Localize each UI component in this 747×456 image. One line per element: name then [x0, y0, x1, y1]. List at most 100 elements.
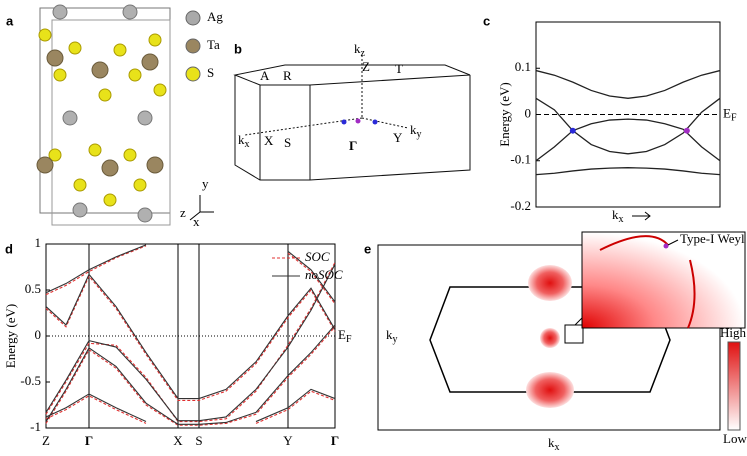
axis-letter: z [180, 205, 186, 220]
x-tick-label: Γ [85, 433, 93, 448]
arrow [632, 211, 651, 221]
weyl-point [663, 243, 669, 249]
y-axis-label: Energy (eV) [497, 82, 512, 146]
band [535, 167, 721, 176]
atom [122, 4, 138, 20]
colorbar [727, 341, 741, 431]
k-point: X [264, 133, 274, 148]
k-point: Γ [349, 138, 357, 153]
legend-label: S [207, 65, 214, 80]
panel-label: a [6, 13, 14, 28]
fermi-label-sub: F [731, 113, 737, 124]
atom [146, 156, 164, 174]
k-point: R [283, 68, 292, 83]
k-point: A [260, 68, 270, 83]
y-axis-label-sub: y [393, 334, 398, 345]
legend-label: noSOC [305, 267, 343, 282]
pocket [526, 372, 574, 408]
legend-swatch [185, 66, 201, 82]
atom [68, 41, 82, 55]
band [45, 324, 336, 425]
band [45, 388, 336, 423]
axis-label: ky [410, 122, 422, 140]
atom [148, 33, 162, 47]
legend-swatch [185, 10, 201, 26]
x-tick-label: Y [283, 433, 293, 448]
band [535, 97, 721, 155]
axes-icon [189, 195, 214, 221]
y-tick-label: 0 [35, 327, 42, 342]
axis-letter: x [193, 214, 200, 229]
x-tick-label: X [173, 433, 183, 448]
atom [123, 148, 137, 162]
atom [36, 156, 54, 174]
colorbar-label: Low [723, 431, 747, 446]
zoom-box [564, 324, 584, 344]
band [45, 273, 336, 400]
weyl-point [355, 118, 361, 124]
fermi-label-base: E [338, 327, 346, 342]
atom [53, 68, 67, 82]
band [45, 245, 336, 305]
atom [88, 143, 102, 157]
y-tick-label: -1 [30, 419, 41, 434]
surface-states [377, 231, 746, 431]
band [45, 244, 336, 303]
weyl-point [372, 119, 378, 125]
k-point: T [395, 61, 403, 76]
atom [52, 4, 68, 20]
x-tick-label: Γ [331, 433, 339, 448]
arrow [667, 239, 679, 246]
crystal-structure [36, 4, 214, 226]
panel-label: e [364, 241, 371, 256]
weyl-point [569, 127, 576, 134]
axis-label-sub: z [361, 48, 366, 59]
atom [91, 61, 109, 79]
atom [113, 43, 127, 57]
axis-label-base: k [238, 132, 245, 147]
atom [73, 178, 87, 192]
atom [137, 207, 153, 223]
x-axis-label-base: k [612, 207, 619, 222]
pocket [540, 328, 560, 348]
fermi-label-base: E [723, 105, 731, 120]
arc [599, 235, 696, 329]
weyl-point [341, 119, 347, 125]
y-tick-label: 0 [525, 105, 532, 120]
panel-label: c [483, 13, 490, 28]
axis-label: kz [354, 41, 366, 59]
atom [128, 68, 142, 82]
atom [153, 83, 167, 97]
legend-swatch [185, 38, 201, 54]
legend-label: SOC [305, 249, 330, 264]
fermi-label-sub: F [346, 334, 352, 345]
y-tick-label: 0.1 [515, 59, 531, 74]
frame [377, 244, 721, 431]
y-tick-label: 1 [35, 235, 42, 250]
y-tick-label: -0.2 [510, 198, 531, 213]
atom [141, 53, 159, 71]
x-axis-label-base: k [548, 435, 555, 450]
axis-label-sub: x [245, 139, 250, 150]
atom [133, 178, 147, 192]
atom [103, 193, 117, 207]
panel-label: d [5, 241, 13, 256]
band [45, 390, 336, 424]
atom [137, 110, 153, 126]
atom [38, 28, 52, 42]
atom [46, 49, 64, 67]
y-tick-label: 0.5 [25, 281, 41, 296]
colorbar-label: High [720, 325, 747, 340]
band [45, 262, 336, 423]
fermi-label: EF [723, 105, 737, 123]
k-point: Z [362, 59, 370, 74]
y-tick-label: -0.1 [510, 152, 531, 167]
axis-letter: y [202, 176, 209, 191]
x-tick-label: Z [42, 433, 50, 448]
y-axis-label-base: k [386, 327, 393, 342]
x-axis-label-sub: x [619, 214, 624, 225]
legend-label: Ta [207, 37, 220, 52]
band [45, 326, 336, 426]
x-axis-label: kx [612, 207, 624, 225]
inset-label: Type-I Weyl [680, 231, 745, 246]
